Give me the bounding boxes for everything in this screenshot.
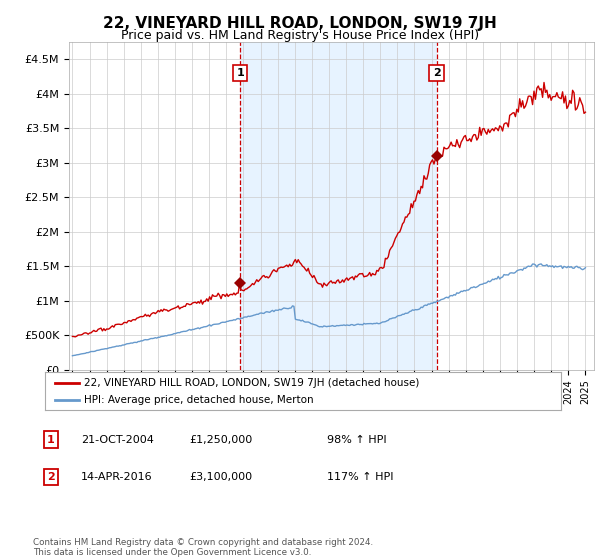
Bar [240,42,437,370]
Text: HPI: Average price, detached house, Merton: HPI: Average price, detached house, Mert… [83,395,313,405]
Text: 1: 1 [47,435,55,445]
Text: 117% ↑ HPI: 117% ↑ HPI [327,472,394,482]
Text: 1: 1 [236,68,244,78]
Text: 22, VINEYARD HILL ROAD, LONDON, SW19 7JH: 22, VINEYARD HILL ROAD, LONDON, SW19 7JH [103,16,497,31]
Text: Price paid vs. HM Land Registry's House Price Index (HPI): Price paid vs. HM Land Registry's House … [121,29,479,42]
Text: 2: 2 [47,472,55,482]
Text: 14-APR-2016: 14-APR-2016 [81,472,152,482]
Text: 22, VINEYARD HILL ROAD, LONDON, SW19 7JH (detached house): 22, VINEYARD HILL ROAD, LONDON, SW19 7JH… [83,377,419,388]
Text: Contains HM Land Registry data © Crown copyright and database right 2024.
This d: Contains HM Land Registry data © Crown c… [33,538,373,557]
Text: 2: 2 [433,68,440,78]
Text: 21-OCT-2004: 21-OCT-2004 [81,435,154,445]
Text: 98% ↑ HPI: 98% ↑ HPI [327,435,386,445]
Text: £3,100,000: £3,100,000 [189,472,252,482]
Text: £1,250,000: £1,250,000 [189,435,252,445]
